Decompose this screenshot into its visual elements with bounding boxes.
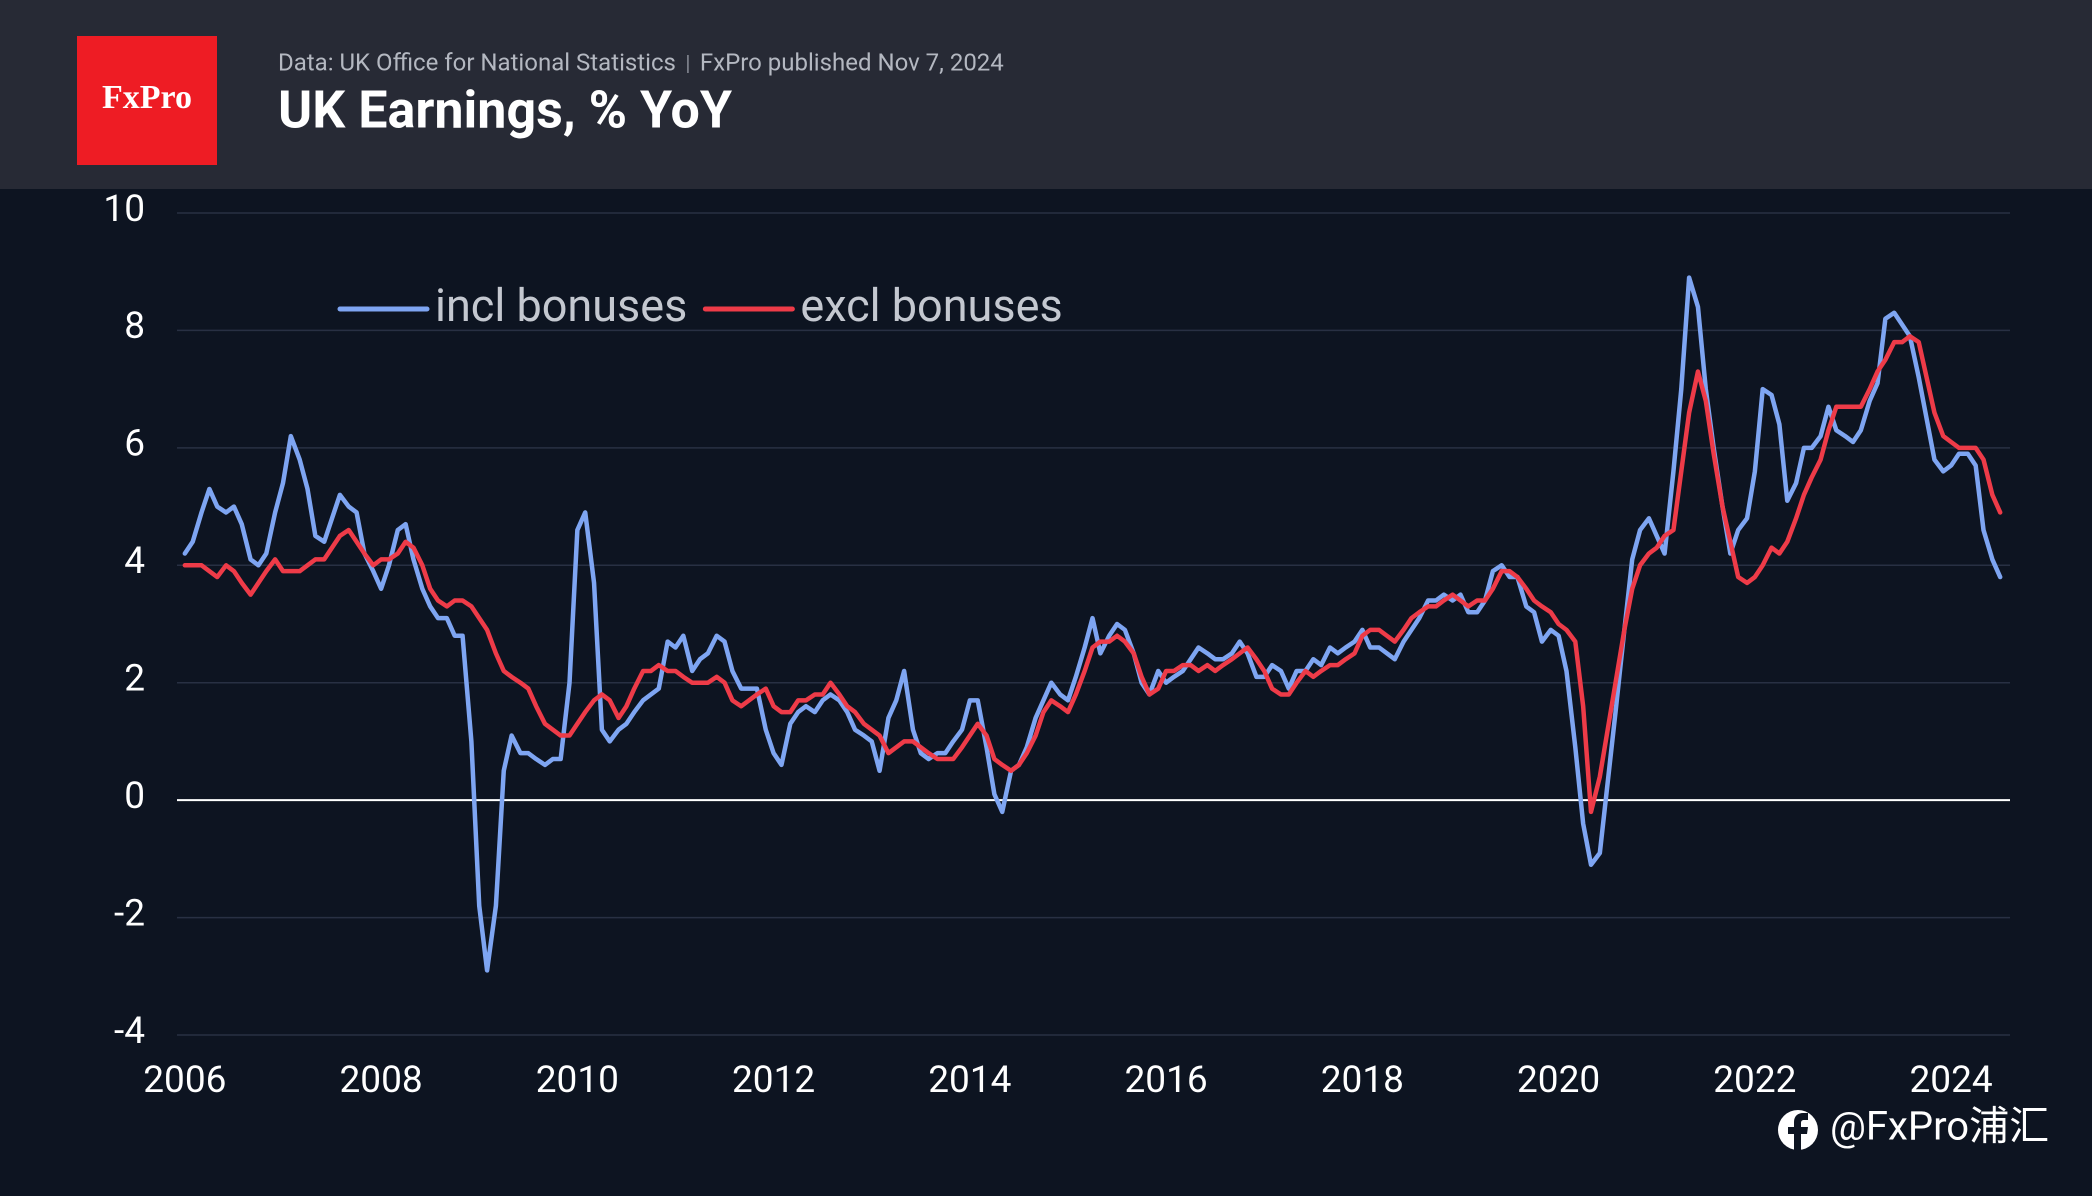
chart-title: UK Earnings, % YoY	[278, 80, 733, 141]
x-tick-label: 2010	[536, 1059, 619, 1102]
logo-box	[77, 36, 217, 165]
source: Data: UK Office for National Statistics	[278, 48, 676, 76]
x-tick-label: 2024	[1910, 1059, 1993, 1102]
x-tick-label: 2012	[732, 1059, 815, 1102]
y-tick-label: 4	[124, 540, 145, 583]
logo: FxPro	[102, 79, 192, 116]
y-tick-label: -2	[114, 892, 145, 935]
x-tick-label: 2014	[928, 1059, 1011, 1102]
x-tick-label: 2006	[143, 1059, 226, 1102]
header-band	[0, 0, 2092, 189]
y-tick-label: -4	[114, 1010, 145, 1053]
y-tick-label: 0	[124, 775, 145, 818]
y-tick-label: 2	[124, 657, 145, 700]
published: FxPro published Nov 7, 2024	[700, 48, 1004, 76]
series-line	[182, 275, 2003, 973]
x-tick-label: 2016	[1125, 1059, 1208, 1102]
y-tick-label: 8	[124, 305, 145, 348]
watermark: @FxPro浦汇	[1830, 1103, 2049, 1150]
y-tick-label: 10	[103, 188, 145, 231]
x-tick-label: 2008	[340, 1059, 423, 1102]
x-tick-label: 2022	[1713, 1059, 1796, 1102]
x-tick-label: 2020	[1517, 1059, 1600, 1102]
y-tick-label: 6	[124, 423, 145, 466]
watermark-icon	[1778, 1110, 1818, 1150]
series-line	[182, 334, 2003, 815]
legend-label: incl bonuses	[435, 279, 687, 332]
x-tick-label: 2018	[1321, 1059, 1404, 1102]
legend-label: excl bonuses	[800, 279, 1062, 332]
